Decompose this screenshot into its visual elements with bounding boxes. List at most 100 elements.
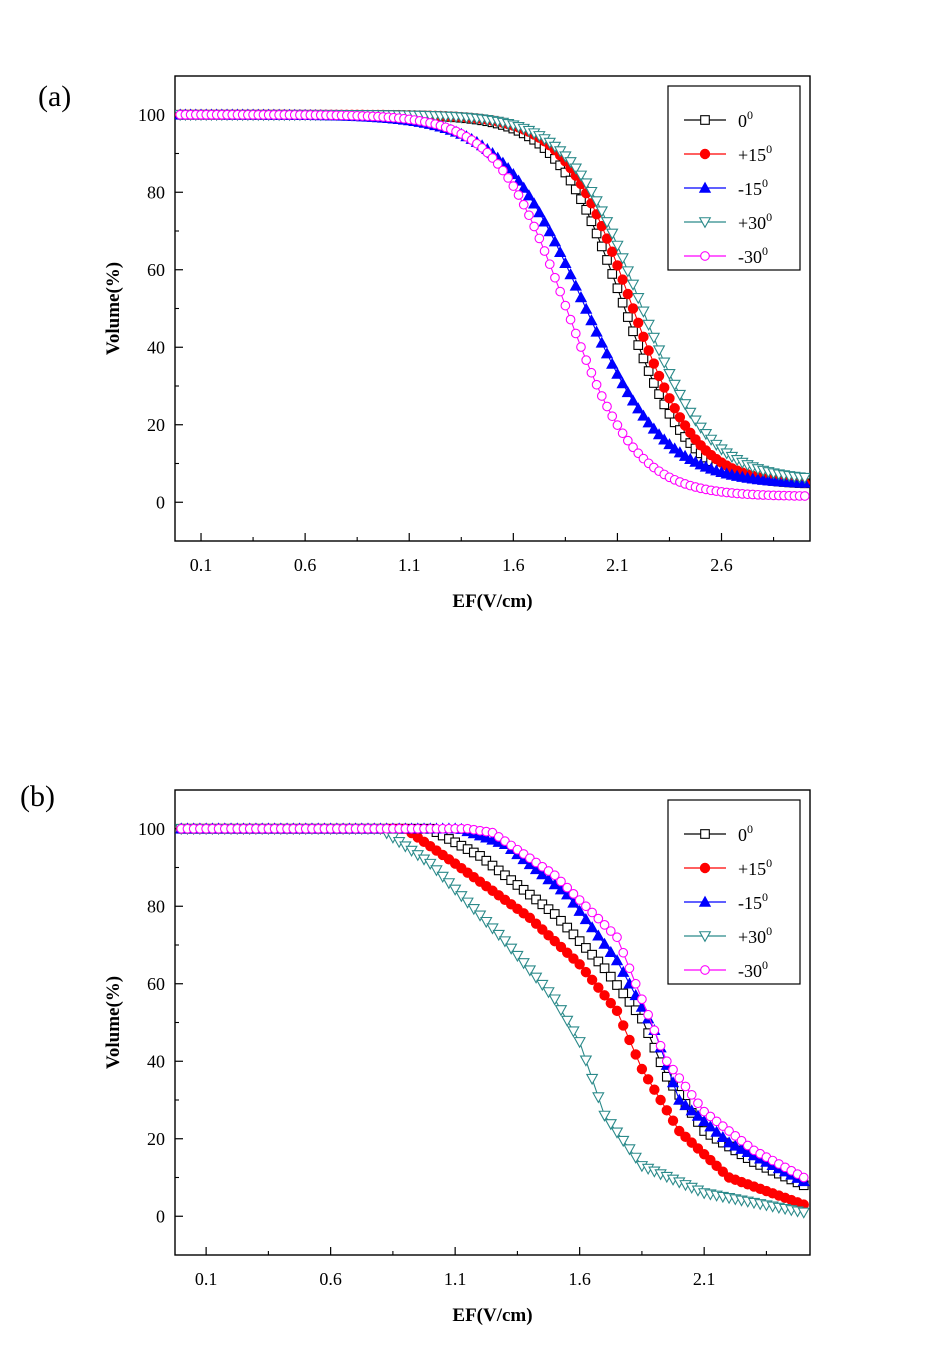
data-point [596,241,607,252]
data-point [617,965,630,977]
data-point [699,1106,710,1117]
data-point [527,197,541,209]
data-point [574,936,585,946]
data-point [580,966,592,978]
data-point [647,332,661,345]
data-point [448,884,462,896]
data-point [556,876,566,887]
data-point [649,1025,660,1036]
data-point [592,929,605,941]
legend-marker [700,829,710,839]
chart-a: 0.1 0.6 1.1 1.6 2.1 2.6 0 20 40 60 80 100 EF(V/cm) Vo… [103,75,811,612]
data-point [570,328,581,339]
data-point [729,1139,742,1151]
data-point [621,266,635,278]
legend-marker [698,181,712,193]
data-point [680,1081,691,1092]
data-point [659,382,670,393]
data-point [565,314,576,325]
data-point [643,366,654,376]
data-point [473,910,487,922]
data-point [564,268,577,280]
data-point [607,269,618,279]
data-point [461,897,474,909]
data-point [611,367,624,379]
data-point [581,204,592,215]
x-tick-label: 2.1 [606,555,629,575]
y-tick-label: 100 [138,105,165,125]
legend: 00 +150 -150 +300 -300 [667,85,801,271]
x-tick-label: 0.1 [195,1269,218,1289]
data-point [612,283,623,294]
legend-box [667,799,801,985]
y-tick-label: 40 [147,337,165,357]
data-point [542,873,555,885]
data-point [581,901,591,912]
data-point [730,1130,741,1141]
x-tick-label: 2.6 [710,555,733,575]
data-point [632,293,645,305]
panel-a-label: (a) [38,80,72,113]
data-point [654,389,664,399]
data-point [623,1144,636,1156]
series--30 [175,109,810,501]
data-point [529,221,539,232]
data-point [504,943,518,955]
data-point [492,929,505,942]
data-point [736,1135,747,1146]
data-point [587,949,597,960]
y-tick-label: 0 [156,1206,165,1226]
data-point [534,233,545,244]
data-point [562,922,573,933]
data-point [599,990,610,1001]
plot-area [175,108,810,501]
legend-marker [699,862,711,874]
data-point [549,870,560,881]
data-point [523,965,537,977]
data-point [661,1105,673,1116]
data-point [560,1015,574,1027]
data-point [632,402,645,414]
x-axis-label: EF(V/cm) [452,591,532,612]
data-point [522,189,536,201]
data-point [548,994,561,1006]
data-point [424,858,437,871]
data-point [612,932,622,943]
data-point [593,956,604,967]
panel-b-label: (b) [20,780,55,813]
data-point [559,151,572,163]
data-point [652,345,666,357]
legend-label: 00 [738,108,753,131]
data-point [626,279,640,291]
data-point [674,1073,685,1083]
series--30 [176,823,809,1183]
data-point [622,435,633,446]
data-point [679,420,691,431]
data-point [590,325,603,337]
data-point [596,391,607,401]
data-point [585,921,599,933]
data-point [724,1126,734,1136]
data-point [492,159,503,169]
data-point [579,1055,593,1067]
data-point [667,1115,679,1126]
y-tick-label: 20 [147,415,165,435]
data-point [693,1098,703,1109]
data-point [560,300,571,311]
data-point [607,411,618,422]
data-point [550,272,560,283]
data-point [580,302,593,314]
data-point [627,303,639,314]
data-point [585,1073,599,1086]
data-point [652,428,666,440]
data-point [617,297,628,308]
x-tick-label: 1.6 [502,555,525,575]
data-point [655,1040,666,1051]
legend-label: +300 [738,210,772,233]
data-point [673,389,687,402]
data-point [599,963,610,974]
data-point [543,225,556,237]
data-point [544,259,555,270]
data-point [598,937,611,949]
data-point [587,907,597,918]
